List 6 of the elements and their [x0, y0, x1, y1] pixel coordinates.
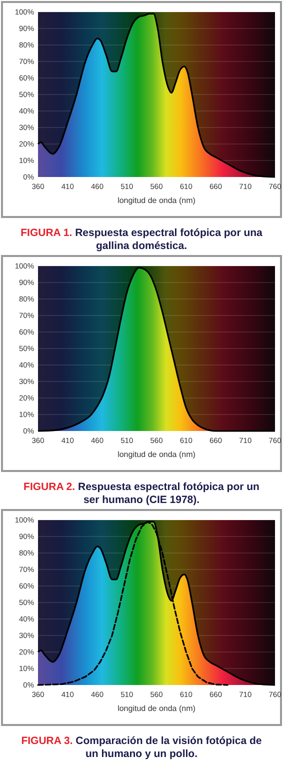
- x-axis-title: longitud de onda (nm): [118, 704, 196, 713]
- text: FIGURA 3. Comparación de la visión fotópica de un humano y un pollo.: [21, 735, 262, 760]
- text: FIGURA 1. Respuesta espectral fotópica por una gallina doméstica.: [20, 227, 263, 252]
- x-axis-title: longitud de onda (nm): [118, 196, 196, 205]
- x-axis-title: longitud de onda (nm): [118, 450, 196, 459]
- text: FIGURA 2. Respuesta espectral fotópica por un ser humano (CIE 1978).: [24, 481, 260, 506]
